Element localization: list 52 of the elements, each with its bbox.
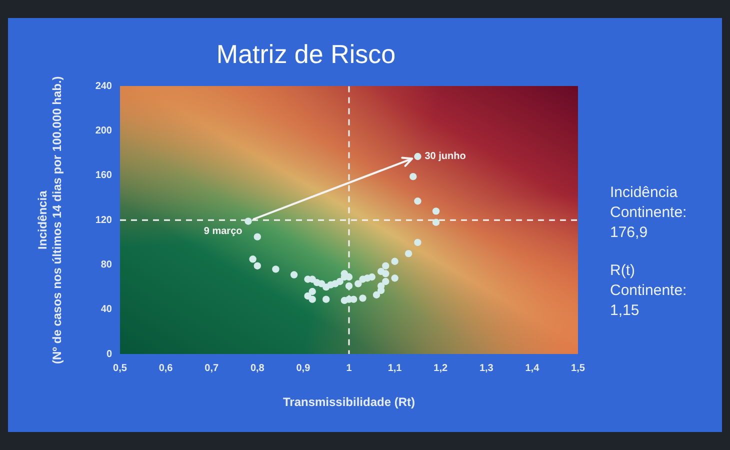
point	[382, 262, 390, 270]
annotation: 9 março	[204, 226, 242, 237]
x-tick-label: 1,5	[571, 362, 586, 374]
y-tick-label: 80	[100, 259, 112, 270]
point	[414, 198, 422, 205]
point	[254, 262, 261, 270]
point	[391, 258, 398, 265]
y-axis-title: Incidência (Nº de casos nos últimos 14 dias por 100.000 hab.)	[36, 76, 64, 364]
point	[290, 271, 298, 278]
x-tick-label: 0,5	[113, 362, 128, 374]
point	[414, 152, 422, 160]
point	[372, 291, 380, 298]
point	[382, 278, 390, 286]
point	[249, 256, 256, 263]
point	[345, 282, 353, 290]
point	[359, 294, 366, 302]
point	[404, 250, 412, 258]
point	[368, 273, 376, 281]
x-tick-label: 0,6	[158, 362, 174, 374]
x-tick-label: 1,1	[388, 362, 402, 374]
x-tick-label: 0,8	[250, 362, 265, 374]
y-tick-label: 0	[106, 348, 112, 360]
point	[391, 274, 398, 282]
x-axis-title: Transmissibilidade (Rt)	[282, 395, 416, 410]
x-tick-label: 1,4	[525, 362, 540, 374]
point	[322, 296, 330, 303]
point	[254, 233, 261, 240]
y-tick-label: 120	[95, 214, 112, 226]
point	[432, 208, 440, 215]
point	[414, 238, 422, 246]
point	[308, 288, 316, 296]
y-tick-label: 160	[95, 170, 112, 182]
chart-title: Matriz de Risco	[216, 38, 396, 69]
point	[244, 218, 252, 225]
point	[410, 172, 417, 180]
text: R(t) Continente: 1,15	[610, 261, 688, 321]
x-tick-label: 1,2	[434, 362, 448, 374]
y-tick-label: 40	[100, 304, 112, 316]
x-tick-label: 0,7	[204, 362, 219, 374]
y-tick-label: 200	[95, 126, 112, 137]
point	[336, 278, 344, 286]
point	[377, 268, 385, 276]
text: Incidência Continente: 176,9	[610, 183, 688, 243]
point	[432, 218, 440, 226]
point	[308, 296, 316, 303]
point	[272, 266, 280, 273]
y-tick-label: 240	[95, 80, 112, 92]
x-tick-label: 1	[346, 362, 352, 374]
x-tick-label: 1,3	[479, 362, 494, 374]
annotation: 30 junho	[424, 151, 466, 162]
x-tick-label: 0,9	[296, 362, 311, 374]
point	[354, 280, 362, 288]
